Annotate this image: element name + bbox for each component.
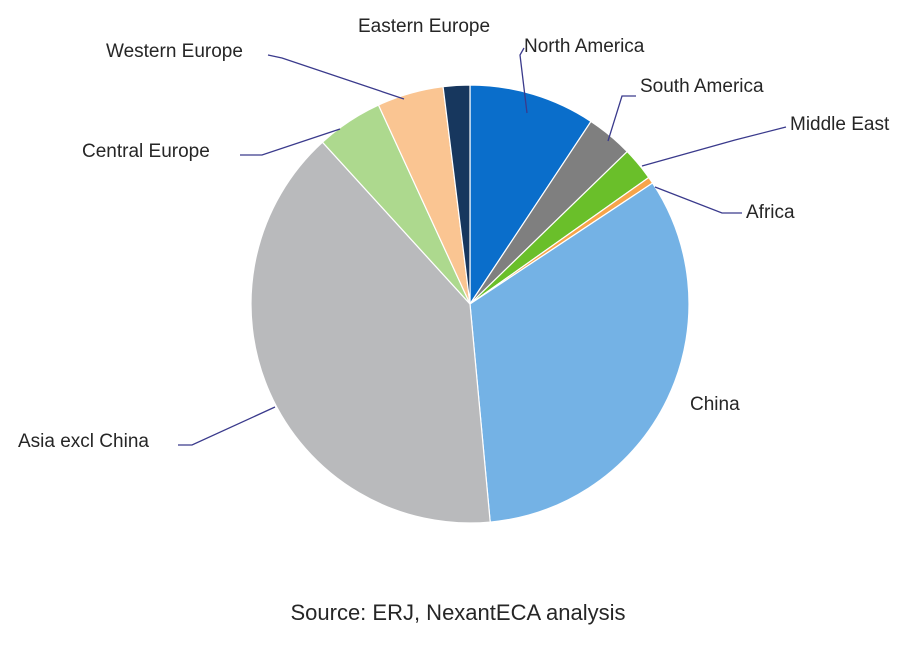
pie-slice-north-america [469,84,592,306]
leader-middle-east [641,126,787,167]
label-china: China [690,394,740,415]
leader-asia-excl-china [178,406,276,446]
leader-africa [654,186,742,214]
label-south-america: South America [640,76,764,97]
leader-north-america [519,47,528,114]
source-note: Source: ERJ, NexantECA analysis [290,600,625,625]
label-asia-excl-china: Asia excl China [18,431,149,452]
pie-slice-eastern-europe [442,84,471,305]
leader-south-america [607,95,636,142]
label-middle-east: Middle East [790,114,890,135]
pie-slice-china [469,182,690,523]
leader-central-europe [240,128,341,156]
label-western-europe: Western Europe [106,41,243,62]
pie-slices [250,84,690,524]
label-africa: Africa [746,202,795,223]
label-north-america: North America [524,36,645,57]
label-central-europe: Central Europe [82,141,210,162]
label-eastern-europe: Eastern Europe [358,16,490,37]
pie-slice-asia-excl-china [250,141,491,524]
leader-western-europe [267,54,405,100]
